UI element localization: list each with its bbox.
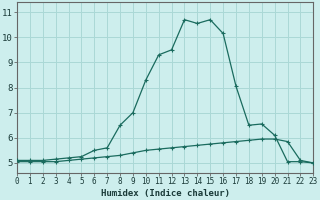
X-axis label: Humidex (Indice chaleur): Humidex (Indice chaleur) bbox=[101, 189, 230, 198]
